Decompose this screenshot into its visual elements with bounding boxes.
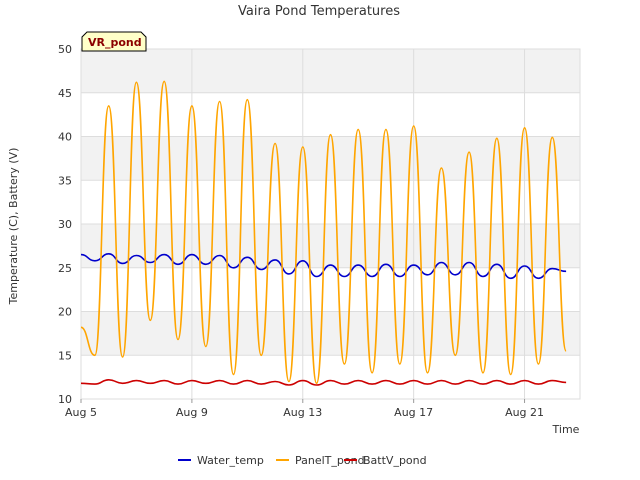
plot-frame: [80, 48, 581, 400]
series-line-battv-pond: [80, 379, 567, 386]
plot-band: [81, 311, 580, 356]
plot-band: [81, 355, 580, 399]
legend-label-battv-pond: BattV_pond: [363, 454, 427, 467]
plot-background: [81, 49, 580, 399]
y-tick-label: 40: [58, 131, 72, 144]
series-line-panelt-pond: [80, 80, 567, 385]
y-axis-ticks: 10 15 20 25 30 35 40 45 50: [58, 43, 72, 406]
x-tick-label: Aug 5: [65, 406, 97, 419]
y-tick-label: 15: [58, 349, 72, 362]
y-tick-label: 50: [58, 43, 72, 56]
chart-title: Vaira Pond Temperatures: [238, 4, 400, 19]
y-axis-label: Temperature (C), Battery (V): [7, 148, 20, 306]
series-lines: [80, 80, 567, 386]
x-tick-label: Aug 21: [505, 406, 544, 419]
y-tick-label: 25: [58, 262, 72, 275]
legend-label-water-temp: Water_temp: [197, 454, 264, 467]
plot-band: [81, 267, 580, 312]
x-axis-label: Time: [552, 423, 580, 436]
plot-band: [81, 180, 580, 224]
x-tick-label: Aug 13: [283, 406, 322, 419]
plot-band: [81, 49, 580, 93]
y-tick-label: 30: [58, 218, 72, 231]
vr-pond-badge: VR_pond: [81, 31, 147, 52]
x-axis-ticks: Aug 5 Aug 9 Aug 13 Aug 17 Aug 21: [65, 399, 544, 419]
y-tick-label: 45: [58, 87, 72, 100]
x-tick-label: Aug 9: [176, 406, 208, 419]
badge-shape: [81, 31, 147, 52]
legend-label-panelt-pond: PanelT_pond: [295, 454, 365, 467]
y-tick-label: 20: [58, 306, 72, 319]
y-tick-label: 10: [58, 393, 72, 406]
badge-text: VR_pond: [88, 36, 142, 49]
plot-band: [81, 224, 580, 268]
plot-band: [81, 92, 580, 137]
x-tick-label: Aug 17: [394, 406, 433, 419]
plot-band: [81, 136, 580, 181]
y-tick-label: 35: [58, 174, 72, 187]
